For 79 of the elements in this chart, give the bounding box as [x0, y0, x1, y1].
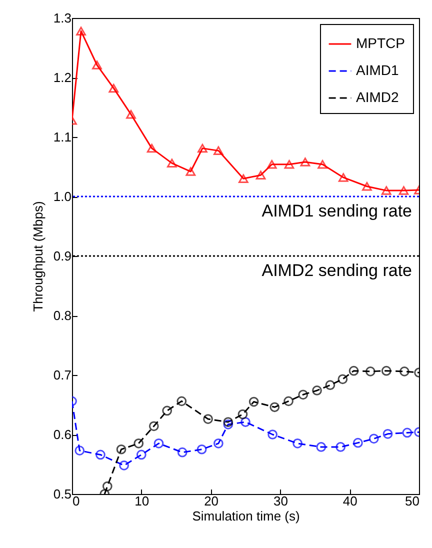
point	[126, 110, 136, 119]
point	[318, 160, 328, 169]
point	[102, 481, 112, 492]
y-tick-label: 0.9	[53, 248, 72, 264]
point	[352, 438, 363, 448]
point	[312, 386, 322, 396]
point	[203, 414, 213, 424]
point	[119, 460, 129, 470]
point	[154, 438, 164, 448]
point	[336, 442, 346, 452]
point	[316, 442, 326, 452]
x-tick-label: 0	[72, 494, 80, 508]
point	[146, 144, 157, 153]
point	[196, 444, 207, 454]
point	[382, 428, 393, 439]
point	[399, 366, 410, 376]
y-tick-label: 0.7	[53, 368, 72, 382]
y-tick-label: 1.0	[53, 189, 72, 204]
point	[365, 366, 376, 376]
point	[381, 366, 392, 376]
point	[92, 60, 102, 70]
point	[167, 158, 177, 168]
x-tick-label: 30	[273, 494, 288, 508]
point	[368, 434, 379, 444]
point	[266, 160, 277, 169]
point	[381, 186, 392, 195]
point	[325, 380, 336, 390]
x-tick-label: 20	[204, 494, 219, 508]
point	[134, 438, 144, 448]
y-tick-label: 1.3	[53, 10, 72, 26]
point	[214, 438, 224, 448]
point	[284, 160, 294, 169]
point	[76, 26, 86, 36]
y-tick-label: 0.6	[53, 427, 72, 442]
point	[240, 417, 250, 427]
point	[116, 444, 126, 454]
x-axis-title: Simulation time (s)	[192, 508, 300, 524]
point	[292, 438, 302, 448]
point	[96, 450, 106, 460]
point	[238, 174, 248, 184]
point	[238, 409, 248, 420]
point	[398, 186, 409, 195]
y-tick-label: 0.8	[53, 308, 72, 323]
point	[256, 170, 266, 180]
y-axis-title: Throughput (Mbps)	[30, 201, 46, 312]
point	[176, 396, 187, 406]
point	[284, 396, 294, 406]
point	[223, 417, 234, 427]
point	[223, 419, 234, 430]
legend-label: MPTCP	[356, 35, 405, 51]
y-tick-label: 1.1	[53, 130, 72, 144]
point	[248, 396, 259, 407]
x-tick-label: 40	[342, 494, 358, 508]
x-tick-label: 10	[134, 494, 150, 508]
point	[298, 390, 308, 400]
y-tick-label: 1.2	[53, 70, 72, 85]
point	[268, 430, 278, 440]
legend-label: AIMD2	[356, 89, 399, 105]
point	[402, 428, 412, 438]
point	[108, 84, 119, 93]
point	[300, 158, 310, 166]
point	[338, 173, 348, 182]
point	[74, 446, 85, 456]
ref-line-label: AIMD2 sending rate	[262, 261, 412, 280]
x-tick-label: 50	[405, 494, 420, 508]
point	[348, 366, 359, 376]
point	[214, 146, 224, 156]
legend-label: AIMD1	[356, 62, 399, 78]
point	[136, 450, 146, 460]
y-tick-label: 0.5	[53, 486, 72, 502]
point	[338, 374, 348, 384]
point	[270, 402, 280, 412]
ref-line-label: AIMD1 sending rate	[262, 202, 412, 220]
point	[362, 182, 372, 191]
point	[148, 421, 159, 432]
point	[162, 406, 172, 416]
point	[177, 447, 188, 458]
point	[198, 144, 208, 153]
point	[186, 167, 196, 176]
